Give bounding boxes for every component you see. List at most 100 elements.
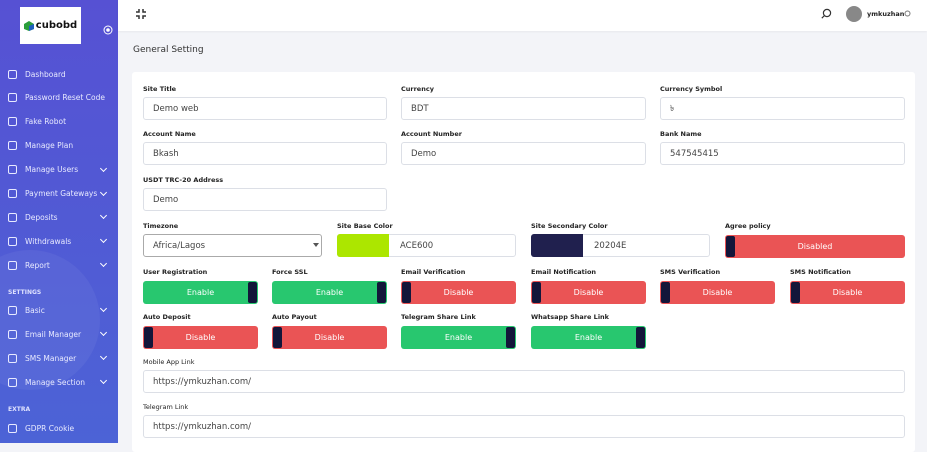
toggle-state: Disable bbox=[314, 333, 345, 342]
logo-icon bbox=[23, 20, 34, 31]
toggle[interactable]: Disabled bbox=[725, 235, 905, 258]
toggle-state: Enable bbox=[444, 333, 473, 342]
menu-label: Basic bbox=[25, 305, 45, 315]
toggle[interactable]: Enable bbox=[272, 281, 387, 304]
toggle[interactable]: Disable bbox=[272, 326, 387, 349]
field-label: Site Secondary Color bbox=[531, 222, 608, 230]
text-input[interactable]: Bkash bbox=[143, 142, 387, 165]
menu-label: Report bbox=[25, 260, 50, 270]
field-label: Mobile App Link bbox=[143, 358, 195, 366]
menu-item[interactable]: Dashboard bbox=[8, 67, 66, 81]
logo-text: cubobd bbox=[35, 20, 78, 31]
menu-icon bbox=[8, 93, 17, 103]
toggle[interactable]: Disable bbox=[790, 281, 905, 304]
chevron bbox=[99, 236, 108, 244]
menu-label: Deposits bbox=[25, 212, 58, 222]
text-input[interactable]: Demo bbox=[401, 142, 646, 165]
toggle-state: Disabled bbox=[797, 242, 833, 251]
text-input[interactable]: BDT bbox=[401, 97, 646, 120]
menu-item[interactable]: Manage Plan bbox=[8, 139, 73, 153]
menu-item[interactable]: Deposits bbox=[8, 210, 58, 224]
field-label: Telegram Share Link bbox=[401, 313, 476, 321]
menu-label: Manage Users bbox=[25, 165, 79, 175]
toggle-knob bbox=[636, 327, 645, 348]
toggle[interactable]: Enable bbox=[143, 281, 258, 304]
text-input[interactable]: https://ymkuzhan.com/ bbox=[143, 415, 905, 438]
menu-label: Withdrawals bbox=[25, 236, 72, 246]
menu-label: Password Reset Code bbox=[25, 93, 105, 103]
toggle[interactable]: Disable bbox=[143, 326, 258, 349]
toggle[interactable]: Enable bbox=[531, 326, 646, 349]
toggle-state: Disable bbox=[573, 288, 604, 297]
toggle-state: Disable bbox=[443, 288, 474, 297]
topbar: ymkuzhan bbox=[118, 0, 927, 31]
toggle[interactable]: Disable bbox=[401, 281, 516, 304]
menu-item[interactable]: Withdrawals bbox=[8, 234, 71, 248]
chevron bbox=[99, 164, 108, 172]
section-heading: EXTRA bbox=[8, 406, 31, 413]
username[interactable]: ymkuzhan bbox=[867, 10, 905, 18]
field-label: SMS Notification bbox=[790, 268, 851, 276]
text-input[interactable]: Demo web bbox=[143, 97, 387, 120]
menu-icon bbox=[8, 165, 17, 175]
field-label: Timezone bbox=[143, 222, 179, 230]
menu-icon bbox=[8, 305, 17, 315]
menu-icon bbox=[8, 329, 17, 339]
menu-icon bbox=[8, 236, 17, 246]
toggle-knob bbox=[791, 282, 800, 303]
field-label: Account Name bbox=[143, 130, 196, 138]
field-label: Bank Name bbox=[660, 130, 702, 138]
sidebar-toggle[interactable] bbox=[103, 25, 113, 35]
menu-icon bbox=[8, 117, 17, 127]
color-swatch[interactable] bbox=[337, 234, 389, 257]
toggle-knob bbox=[661, 282, 670, 303]
menu-icon bbox=[8, 69, 17, 79]
field-label: USDT TRC-20 Address bbox=[143, 176, 224, 184]
menu-item[interactable]: Password Reset Code bbox=[8, 91, 105, 105]
menu-label: Email Manager bbox=[25, 329, 82, 339]
color-swatch[interactable] bbox=[531, 234, 583, 257]
text-input[interactable]: https://ymkuzhan.com/ bbox=[143, 370, 905, 393]
menu-label: Fake Robot bbox=[25, 117, 67, 127]
menu-item[interactable]: SMS Manager bbox=[8, 351, 76, 365]
chevron bbox=[99, 304, 108, 313]
search-icon[interactable] bbox=[821, 8, 832, 19]
toggle[interactable]: Disable bbox=[660, 281, 775, 304]
menu-icon bbox=[8, 189, 17, 198]
logo-box[interactable]: cubobd bbox=[20, 7, 81, 44]
menu-item[interactable]: Report bbox=[8, 258, 50, 272]
menu-label: Payment Gateways bbox=[25, 189, 98, 198]
chevron bbox=[99, 376, 108, 385]
menu-item[interactable]: Fake Robot bbox=[8, 115, 66, 129]
menu-label: GDPR Cookie bbox=[25, 423, 75, 433]
avatar[interactable] bbox=[846, 6, 862, 22]
toggle[interactable]: Disable bbox=[531, 281, 646, 304]
toggle-knob bbox=[402, 282, 411, 303]
text-input[interactable]: 547545415 bbox=[660, 142, 905, 165]
menu-item[interactable]: Payment Gateways bbox=[8, 187, 97, 201]
menu-icon bbox=[8, 423, 17, 433]
menu-item[interactable]: Email Manager bbox=[8, 327, 81, 341]
compress-icon[interactable] bbox=[136, 9, 146, 19]
toggle-knob bbox=[144, 327, 153, 348]
menu-item[interactable]: GDPR Cookie bbox=[8, 421, 74, 435]
field-label: Force SSL bbox=[272, 268, 308, 276]
select-arrow bbox=[313, 243, 319, 247]
menu-label: SMS Manager bbox=[25, 353, 77, 363]
menu-icon bbox=[8, 353, 17, 363]
menu-icon bbox=[8, 260, 17, 270]
menu-icon bbox=[8, 212, 17, 222]
toggle-knob bbox=[273, 327, 282, 348]
section-heading: SETTINGS bbox=[8, 289, 42, 296]
text-input[interactable]: ৳ bbox=[660, 97, 905, 120]
gear-icon[interactable] bbox=[904, 10, 911, 17]
menu-item[interactable]: Manage Users bbox=[8, 163, 78, 177]
text-input[interactable]: Demo bbox=[143, 188, 387, 211]
field-label: Auto Deposit bbox=[143, 313, 191, 321]
menu-item[interactable]: Manage Section bbox=[8, 375, 85, 389]
field-label: Agree policy bbox=[725, 222, 771, 230]
menu-item[interactable]: Basic bbox=[8, 303, 45, 317]
menu-icon bbox=[8, 141, 17, 151]
select-input[interactable]: Africa/Lagos bbox=[143, 234, 322, 257]
toggle[interactable]: Enable bbox=[401, 326, 516, 349]
